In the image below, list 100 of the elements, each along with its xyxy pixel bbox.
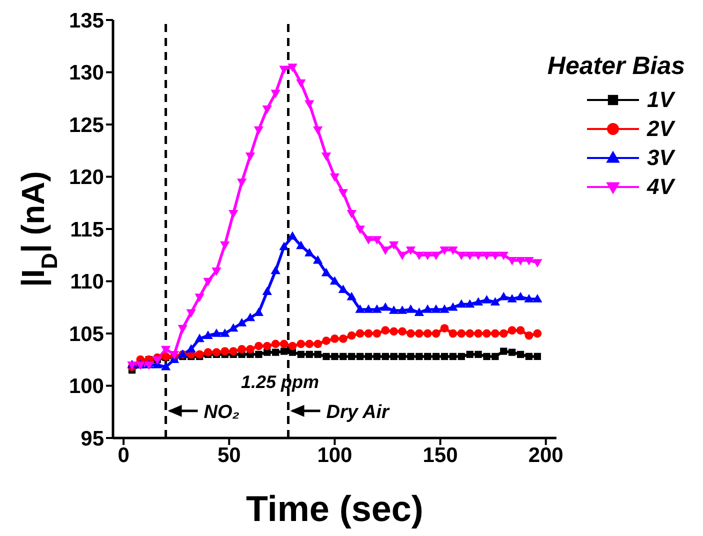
point [254, 342, 263, 350]
point [508, 348, 516, 356]
y-tick-label: 100 [68, 375, 104, 398]
point [381, 326, 390, 335]
point [448, 329, 458, 338]
point [498, 292, 508, 300]
point [422, 304, 432, 313]
annotation: NO₂ [204, 402, 240, 423]
point [516, 292, 526, 300]
y-tick-label: 130 [68, 62, 104, 85]
point [186, 344, 196, 353]
point [524, 256, 534, 266]
point [448, 246, 458, 255]
point [236, 178, 247, 188]
point [254, 126, 264, 135]
point [466, 329, 474, 338]
point [194, 334, 204, 342]
annotation: Dry Air [326, 402, 391, 423]
point [279, 242, 289, 250]
point [262, 286, 272, 296]
point [449, 352, 457, 360]
point [499, 329, 508, 338]
point [516, 326, 525, 335]
point [440, 246, 450, 255]
point [372, 329, 382, 338]
point [423, 329, 432, 338]
point [186, 309, 196, 318]
point [212, 267, 222, 276]
point [254, 308, 264, 316]
point [204, 348, 212, 357]
point [414, 308, 424, 316]
point [297, 350, 304, 358]
point [397, 305, 408, 314]
legend-label: 3V [647, 144, 676, 170]
point [314, 350, 322, 358]
point [516, 350, 524, 358]
point [398, 327, 406, 336]
point [422, 252, 432, 260]
legend-label: 1V [647, 86, 676, 112]
point [490, 297, 500, 306]
point [270, 266, 280, 274]
point [448, 302, 458, 311]
point [322, 352, 330, 360]
point [321, 152, 332, 161]
point [407, 352, 414, 360]
point [312, 126, 323, 135]
point [288, 342, 297, 350]
point [338, 334, 348, 343]
legend-label: 2V [647, 116, 676, 142]
y-tick-label: 110 [70, 270, 104, 294]
point [492, 352, 499, 360]
point [432, 352, 440, 360]
point [364, 352, 372, 360]
point [458, 352, 465, 360]
y-tick-label: 115 [70, 218, 104, 242]
point [507, 256, 517, 266]
point [382, 352, 389, 360]
point [356, 352, 364, 360]
point [304, 248, 314, 256]
point [498, 252, 508, 260]
point [228, 323, 238, 332]
point [364, 236, 374, 244]
point [312, 255, 323, 264]
point [355, 226, 365, 234]
point [431, 304, 441, 313]
point [331, 352, 338, 360]
point [322, 336, 330, 346]
point [178, 324, 188, 334]
point [195, 350, 204, 359]
point [220, 241, 230, 250]
point [203, 278, 213, 286]
annotation: 1.25 ppm [241, 372, 320, 392]
point [347, 331, 356, 340]
x-tick-label: 100 [317, 444, 352, 467]
point [270, 90, 280, 98]
point [456, 252, 466, 260]
point [508, 326, 516, 335]
point [321, 268, 332, 276]
point [406, 304, 416, 313]
point [340, 352, 347, 360]
point [372, 304, 382, 313]
point [390, 352, 398, 360]
point [473, 252, 484, 260]
point [431, 252, 441, 260]
point [262, 342, 272, 350]
point [272, 348, 280, 356]
legend-label: 4V [647, 174, 676, 200]
point [296, 340, 306, 348]
point [524, 331, 534, 340]
point [220, 347, 230, 356]
point [245, 152, 256, 161]
point [398, 352, 406, 360]
point [338, 284, 348, 293]
point [306, 350, 313, 358]
point [533, 329, 542, 338]
point [380, 302, 390, 311]
point [279, 66, 289, 74]
legend-title: Heater Bias [547, 52, 685, 81]
point [524, 294, 534, 302]
y-tick-label: 135 [68, 9, 104, 32]
